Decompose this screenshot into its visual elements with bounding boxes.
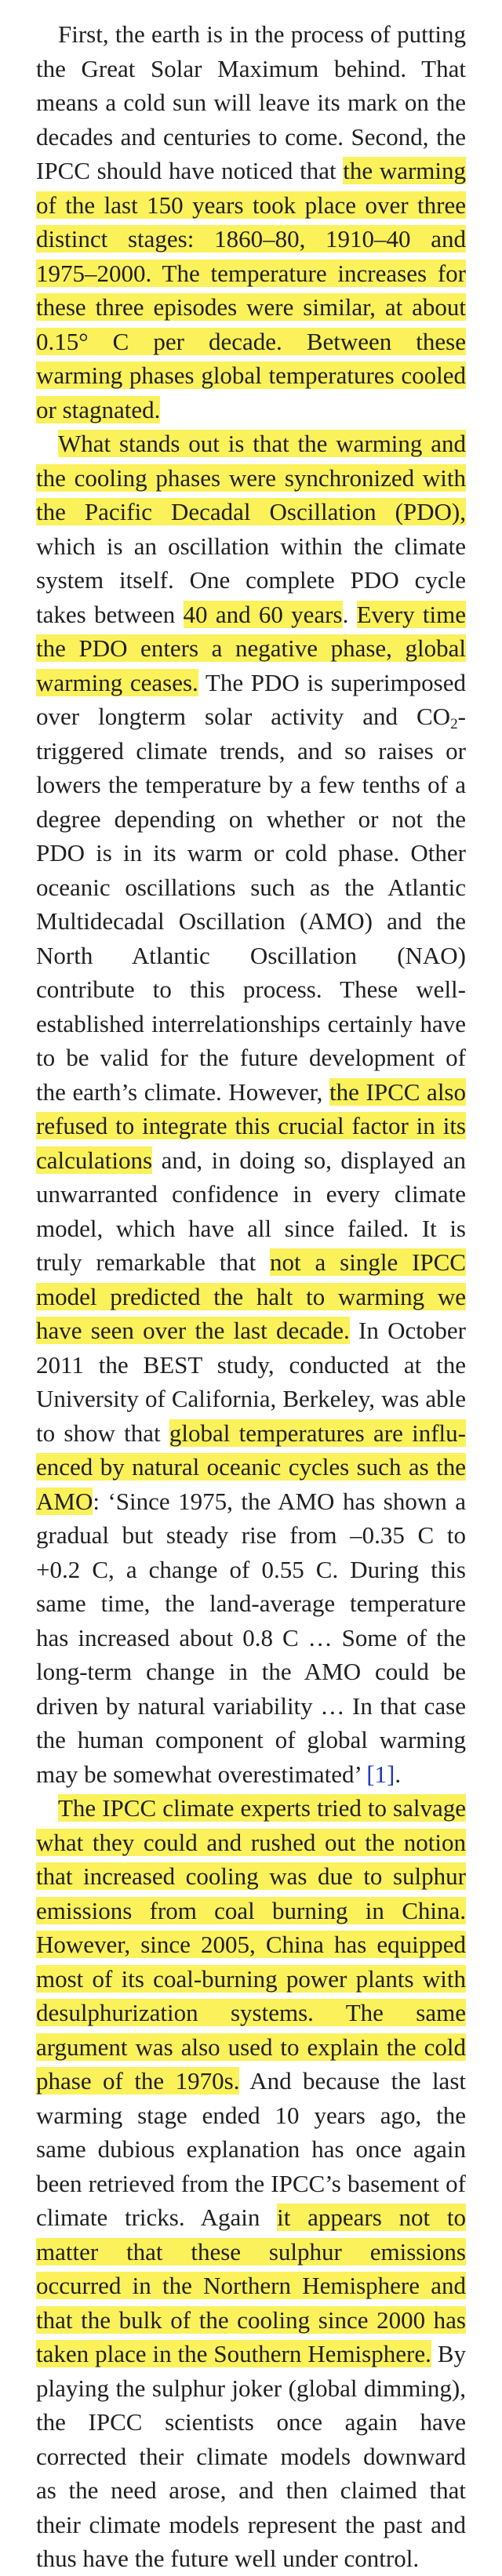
highlighted-text: 40 and 60 years	[183, 600, 343, 628]
reference-link[interactable]: [1]	[366, 1760, 395, 1788]
document-page: First, the earth is in the process of pu…	[36, 17, 466, 2572]
body-text: First, the earth is in the process of pu…	[36, 20, 466, 184]
body-text: which is an oscillation within the clima…	[36, 532, 466, 628]
highlighted-text: The IPCC climate experts tried to salvag…	[36, 1794, 466, 2095]
body-text: By playing the sulphur joker (global dim…	[36, 2340, 466, 2572]
body-text: and, in doing so, displayed an unwarrant…	[36, 1146, 466, 1277]
body-text: .	[342, 600, 357, 628]
body-text: -triggered climate trends, and so raises…	[36, 703, 466, 1106]
body-text: In Octo­ber 2011 the BEST study, conduct…	[36, 1317, 466, 1447]
body-text: .	[395, 1760, 402, 1788]
body-text: : ‘Since 1975, the AMO has shown a gradu…	[36, 1487, 466, 1788]
body-text: The PDO is superimposed over longterm so…	[36, 668, 466, 731]
paragraph: What stands out is that the warming and …	[36, 427, 466, 1791]
paragraph: First, the earth is in the process of pu…	[36, 17, 466, 427]
highlighted-text: What stands out is that the warming and …	[36, 430, 466, 525]
body-text: And because the last warming stage ended…	[36, 2067, 466, 2231]
paragraph: The IPCC climate experts tried to salvag…	[36, 1791, 466, 2576]
subscript-text: 2	[450, 715, 458, 732]
highlighted-text: the warming of the last 150 years took p…	[36, 157, 466, 423]
